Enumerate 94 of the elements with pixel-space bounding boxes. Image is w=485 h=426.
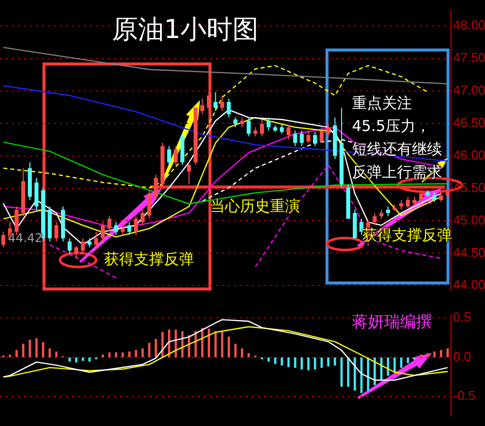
candlestick [399, 199, 404, 210]
candlestick [114, 222, 118, 236]
candlestick [154, 174, 158, 200]
candlestick [286, 124, 291, 140]
bar [148, 342, 150, 358]
candlestick [107, 216, 112, 232]
candlestick [147, 190, 152, 220]
y-tick-label: 47.50 [453, 50, 485, 66]
candlestick [226, 98, 231, 118]
candlestick [320, 126, 324, 144]
candlestick [306, 130, 310, 144]
bar [446, 348, 449, 358]
chart-title: 原油1小时图 [112, 14, 259, 47]
candlestick [432, 192, 436, 202]
candlestick [68, 238, 72, 254]
y-tick-label: 44.00 [453, 277, 485, 292]
bar [228, 336, 230, 358]
bar [327, 358, 330, 366]
candlestick [280, 124, 284, 134]
candlestick [266, 117, 271, 132]
bar [128, 352, 130, 358]
candlestick [240, 117, 244, 128]
candlestick [127, 222, 132, 236]
y-tick-label: -0.5 [453, 388, 476, 404]
bar [22, 344, 24, 358]
y-tick-label: 0.5 [453, 310, 472, 325]
candlestick [100, 222, 105, 242]
y-tick-label: 47.00 [453, 82, 485, 98]
bar [354, 358, 356, 391]
candlestick [439, 192, 444, 202]
y-tick-label: 46.00 [453, 147, 485, 162]
annotation: 获得支撑反弹 [104, 250, 194, 269]
bar [122, 352, 124, 358]
bar [400, 358, 402, 368]
candlestick [214, 92, 218, 112]
candlestick [233, 117, 238, 128]
candlestick [54, 222, 58, 242]
bar [274, 358, 276, 364]
candlestick [293, 130, 298, 147]
candlestick [246, 117, 251, 137]
candlestick [80, 238, 85, 254]
candlestick [88, 238, 92, 248]
bar [28, 340, 31, 358]
candlestick [174, 146, 178, 166]
candlestick [326, 124, 330, 137]
bar [201, 328, 204, 358]
bar [55, 352, 58, 358]
bar [420, 354, 422, 358]
candlestick [260, 118, 264, 137]
candlestick [200, 98, 204, 115]
candlestick [379, 209, 384, 220]
bar [393, 358, 396, 372]
candlestick [386, 206, 390, 217]
candlestick [372, 212, 377, 226]
line-series [2, 65, 428, 188]
y-tick-label: 48.00 [453, 18, 485, 33]
candlestick [167, 146, 172, 166]
bar [68, 358, 71, 362]
bar [294, 358, 296, 368]
bar [168, 330, 170, 358]
bar [102, 354, 104, 358]
candlestick [120, 224, 125, 236]
y-tick-label: 45.00 [453, 212, 485, 228]
candlestick [187, 162, 192, 185]
bar [374, 358, 376, 386]
annotation: 蒋妍瑞编撰 [352, 312, 432, 333]
candlestick [419, 190, 424, 202]
candlestick [140, 209, 145, 226]
bar [48, 348, 51, 358]
annotation: 当心历史重演 [210, 197, 300, 216]
y-tick-label: 44.50 [453, 244, 485, 260]
candlestick [300, 130, 304, 147]
bar [221, 332, 224, 358]
candlestick [74, 246, 78, 259]
y-tick-label: 0.0 [453, 348, 472, 364]
bar [300, 358, 303, 370]
candlestick [134, 216, 138, 236]
candlestick [1, 231, 6, 248]
candlestick [206, 92, 211, 112]
candlestick [313, 131, 318, 147]
bar [154, 338, 157, 358]
bar [320, 358, 323, 368]
bar [248, 353, 250, 358]
candlestick [220, 94, 224, 112]
bar [347, 358, 350, 387]
y-tick-label: 46.50 [453, 114, 485, 130]
candlestick [412, 196, 417, 207]
bar [75, 358, 78, 362]
bar [426, 353, 429, 358]
candlestick [94, 231, 98, 248]
candlestick [253, 126, 258, 137]
bar [280, 358, 284, 366]
bar [82, 358, 84, 361]
candlestick [406, 196, 410, 208]
